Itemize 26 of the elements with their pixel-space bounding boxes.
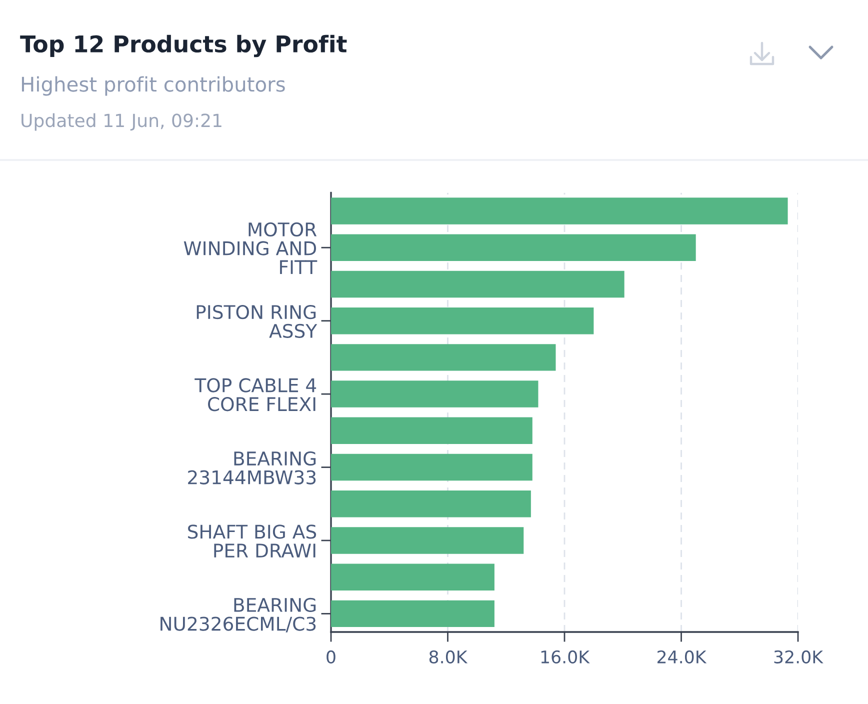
bar bbox=[331, 344, 556, 371]
bar bbox=[331, 270, 624, 298]
y-tick-label: SHAFT BIG AS PER DRAWI bbox=[188, 524, 316, 558]
y-tick-label: PISTON RING ASSY bbox=[196, 304, 318, 338]
bar bbox=[331, 198, 788, 224]
text: Highest profit contributors bbox=[22, 76, 285, 96]
bar bbox=[331, 380, 538, 408]
bar bbox=[331, 600, 494, 628]
bar bbox=[331, 454, 532, 481]
y-tick-label: MOTOR WINDING AND FITT bbox=[184, 222, 318, 274]
x-tick-label: 16.0K bbox=[541, 650, 590, 664]
y-tick-label: BEARING NU2326ECML/C3 bbox=[160, 598, 316, 632]
y-tick-label: TOP CABLE 4 CORE FLEXI bbox=[194, 378, 316, 412]
text: Updated 11 Jun, 09:21 bbox=[22, 113, 222, 131]
x-tick-label: 8.0K bbox=[429, 650, 468, 664]
bar bbox=[331, 527, 524, 554]
bar bbox=[331, 307, 594, 334]
bar bbox=[331, 564, 494, 590]
y-tick-label: BEARING 23144MBW33 bbox=[188, 451, 316, 484]
x-tick-label: 32.0K bbox=[774, 650, 824, 664]
chart-title: Top 12 Products by Profit bbox=[20, 34, 347, 58]
bar bbox=[331, 417, 532, 444]
bar bbox=[331, 234, 696, 261]
x-tick-label: 0 bbox=[326, 650, 336, 664]
bar bbox=[331, 490, 531, 518]
x-tick-label: 24.0K bbox=[658, 650, 707, 664]
